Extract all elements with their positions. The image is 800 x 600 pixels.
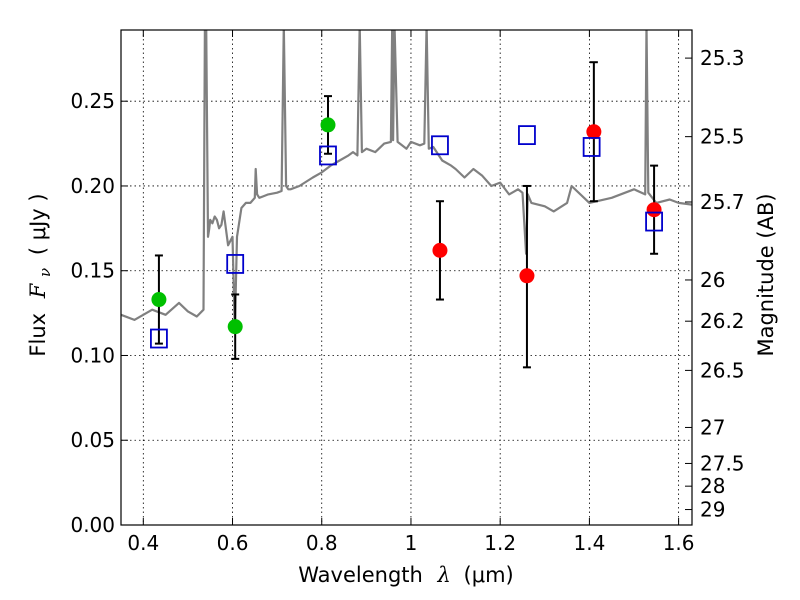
model-square-marker [518,125,536,146]
data-point [646,202,662,218]
mag-tick-label: 29 [700,498,725,522]
y-tick-label: 0.15 [70,259,115,283]
y-tick-label: 0.20 [70,174,115,198]
y-axis-label: Flux F ν ( μJy ) [26,193,55,356]
model-square-marker [645,211,663,232]
x-axis-label: Wavelength λ (μm) [298,563,513,587]
model-square-marker [319,145,337,166]
mag-tick-label: 28 [700,474,725,498]
mag-tick-label: 27 [700,415,725,439]
model-square-marker [431,135,449,156]
model-square-marker [226,254,245,274]
model-spectrum-line [121,30,692,332]
data-point [586,124,602,140]
data-point [432,242,448,258]
x-tick-label: 1.2 [484,531,516,555]
mag-tick-label: 25.3 [700,46,745,70]
mag-tick-label: 27.5 [700,451,745,475]
model-spectrum-layer [121,30,692,332]
y-tick-label: 0.25 [70,89,115,113]
x-tick-label: 1 [405,531,418,555]
x-tick-label: 1.6 [663,531,695,555]
x-tick-label: 0.6 [217,531,249,555]
mag-tick-label: 25.5 [700,125,745,149]
data-point [151,292,167,308]
x-tick-label: 0.8 [306,531,338,555]
y-tick-label: 0.00 [70,513,115,537]
mag-tick-label: 26.5 [700,358,745,382]
plot-frame [120,29,693,526]
mag-tick-label: 26.2 [700,309,745,333]
x-tick-label: 0.4 [127,531,159,555]
x-tick-label: 1.4 [573,531,605,555]
axis-ticks [121,30,692,526]
data-markers-layer [150,117,663,349]
y-tick-label: 0.05 [70,428,115,452]
mag-tick-label: 26 [700,268,725,292]
data-point [320,117,336,133]
mag-tick-label: 25.7 [700,190,745,214]
data-point [519,268,535,284]
model-square-marker [582,137,601,157]
model-square-marker [150,328,168,349]
data-point [227,319,243,335]
right-axis-label: Magnitude (AB) [754,193,778,356]
y-tick-label: 0.10 [70,343,115,367]
